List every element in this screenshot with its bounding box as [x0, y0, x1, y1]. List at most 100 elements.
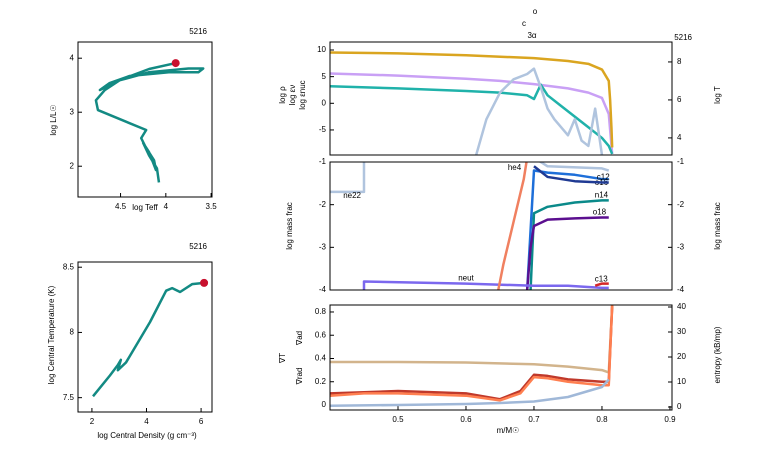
series-label: ∇rad — [295, 368, 304, 386]
y2-tick-label: -4 — [677, 285, 685, 294]
y-tick-label: 8 — [70, 328, 75, 337]
y2-tick-label: 20 — [677, 352, 686, 361]
y-tick-label: 0 — [322, 98, 327, 107]
series-label: c13 — [595, 275, 608, 284]
current-point — [200, 278, 209, 287]
plot-frame — [77, 41, 213, 198]
y-tick-label: 0.4 — [315, 354, 327, 363]
series-line — [330, 72, 614, 155]
y-tick-label: 2 — [70, 161, 75, 170]
series-line — [497, 162, 528, 290]
plot-frame — [329, 41, 673, 156]
series-line — [330, 305, 614, 374]
x-tick-label: 0.7 — [528, 415, 540, 424]
y-tick-label: 7.5 — [63, 393, 75, 402]
series-label: he4 — [508, 163, 522, 172]
y-tick-label: 0.2 — [315, 377, 327, 386]
series-label: c12 — [597, 173, 610, 182]
y-tick-label: -2 — [319, 200, 327, 209]
series-line — [94, 61, 205, 183]
y2-tick-label: 30 — [677, 327, 686, 336]
panel: 0.8 0.6 0.4 0.2 0 40 30 20 10 0 0.5 0.6 0.7 0.8 0.9 m/M… — [278, 302, 722, 435]
series-line — [330, 305, 614, 402]
y2-tick-label: 6 — [677, 95, 682, 104]
y-axis-label: log Central Temperature (K) — [47, 285, 56, 384]
y-axis-label: log L/L☉ — [49, 104, 58, 135]
y-tick-label: 4 — [70, 53, 75, 62]
series-line — [362, 280, 609, 290]
series-line — [533, 165, 609, 184]
x-axis-label: m/M☉ — [497, 426, 520, 435]
y-tick-label: -5 — [319, 125, 327, 134]
y2-axis-label: log mass frac — [713, 202, 722, 250]
series-label: neut — [458, 274, 474, 283]
series-line — [330, 162, 610, 194]
y2-tick-label: -3 — [677, 242, 685, 251]
model-number: 5216 — [189, 27, 207, 36]
series-line — [474, 67, 604, 155]
panel: 2 3 4 4.5 4 3.5 log Teff log L/L☉ 5216 — [49, 27, 217, 212]
model-number: 5216 — [189, 242, 207, 251]
series-label: log ρ — [278, 86, 287, 104]
y-tick-label: -1 — [319, 157, 327, 166]
y-axis-label: log mass frac — [285, 202, 294, 250]
plot-frame — [329, 161, 673, 291]
y-tick-label: 0.8 — [315, 307, 327, 316]
y2-tick-label: 10 — [677, 377, 686, 386]
series-label: ∇ad — [295, 331, 304, 346]
series-line — [330, 51, 614, 148]
series-line — [594, 282, 609, 287]
y-tick-label: 5 — [322, 72, 327, 81]
plot-frame — [329, 304, 673, 411]
y2-tick-label: -1 — [677, 157, 685, 166]
y2-tick-label: 8 — [677, 57, 682, 66]
y2-tick-label: 4 — [677, 133, 682, 142]
y-tick-label: -4 — [319, 285, 327, 294]
y-tick-label: 3 — [70, 107, 75, 116]
y-tick-label: 0 — [322, 400, 327, 409]
series-label: ∇T — [278, 353, 287, 364]
series-label: entropy (kB/mp) — [713, 326, 722, 383]
x-tick-label: 0.8 — [596, 415, 608, 424]
y-tick-label: -3 — [319, 242, 327, 251]
series-line — [525, 216, 609, 290]
annotation: 3α — [527, 31, 536, 40]
series-label: ne22 — [343, 191, 361, 200]
x-tick-label: 4.5 — [115, 202, 127, 211]
current-point — [171, 59, 180, 68]
panel: -1 -2 -3 -4 -1 -2 -3 -4 log mass frac log mass fr… — [285, 157, 722, 294]
x-tick-label: 0.5 — [392, 415, 404, 424]
y-tick-label: 8.5 — [63, 262, 75, 271]
x-tick-label: 4 — [164, 202, 169, 211]
model-number: 5216 — [674, 33, 692, 42]
x-axis-label: log Central Density (g cm⁻³) — [97, 431, 197, 440]
annotation: o — [533, 7, 538, 16]
y-tick-label: 10 — [317, 45, 326, 54]
x-tick-label: 2 — [90, 417, 95, 426]
series-label: n14 — [595, 191, 609, 200]
x-tick-label: 4 — [144, 417, 149, 426]
y-tick-label: 0.6 — [315, 330, 327, 339]
series-line — [92, 281, 205, 398]
x-tick-label: 3.5 — [206, 202, 218, 211]
x-tick-label: 0.6 — [460, 415, 472, 424]
x-tick-label: 0.9 — [664, 415, 676, 424]
series-line — [330, 83, 614, 155]
series-label: log εν — [288, 85, 297, 105]
series-label: log εnuc — [298, 80, 307, 109]
x-axis-label: log Teff — [132, 203, 158, 212]
series-label: o18 — [593, 208, 607, 217]
y2-tick-label: -2 — [677, 200, 685, 209]
series-line — [525, 169, 609, 290]
plot-frame — [77, 261, 213, 413]
y2-tick-label: 40 — [677, 302, 686, 311]
series-line — [330, 306, 614, 401]
series-line — [330, 378, 610, 407]
series-label: log T — [713, 86, 722, 104]
y2-tick-label: 0 — [677, 402, 682, 411]
annotation: c — [522, 19, 526, 28]
